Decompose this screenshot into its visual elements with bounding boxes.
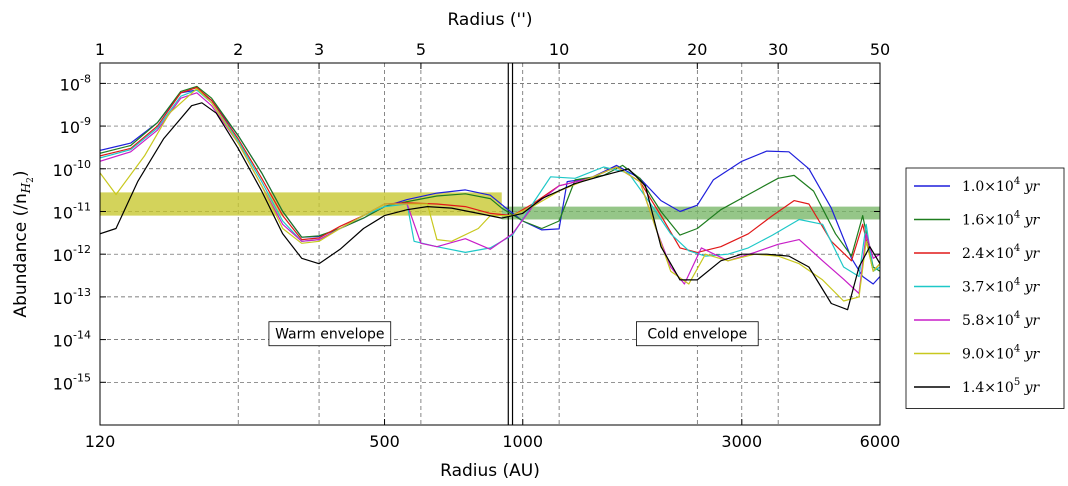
top-tick-label-2: 3 <box>314 40 324 59</box>
axis-ticks: 120 500 1000 3000 6000 1 2 3 5 10 20 30 50 10-8 10-9 10… <box>53 40 901 451</box>
annotation-text-0: Warm envelope <box>275 327 384 343</box>
legend-label-1: 1.6×104 yr <box>962 210 1041 229</box>
y-axis-title-sub: H <box>19 182 33 194</box>
y-axis-title-subsub: 2 <box>26 177 36 183</box>
plot-frame <box>99 62 881 426</box>
band-1 <box>501 206 880 220</box>
y-tick-label-3: 10-11 <box>53 200 91 222</box>
x-tick-label-3: 3000 <box>721 432 762 451</box>
series-line-1 <box>100 85 880 272</box>
legend-label-0: 1.0×104 yr <box>962 176 1041 195</box>
abundance-bands <box>100 192 880 220</box>
top-tick-label-0: 1 <box>95 40 105 59</box>
reference-lines <box>507 63 514 425</box>
top-tick-label-5: 20 <box>687 40 707 59</box>
annotation-box-1 <box>636 321 759 347</box>
top-tick-label-3: 5 <box>416 40 426 59</box>
series-line-3 <box>100 89 880 278</box>
x-tick-label-2: 1000 <box>502 432 543 451</box>
y-tick-label-2: 10-10 <box>53 158 91 180</box>
x-tick-label-4: 6000 <box>860 432 901 451</box>
y-tick-label-7: 10-15 <box>53 371 91 393</box>
y-tick-label-1: 10-9 <box>60 115 91 137</box>
y-axis-title: Abundance (/nH2) <box>11 170 36 317</box>
series-lines <box>100 85 880 311</box>
top-tick-label-7: 50 <box>870 40 890 59</box>
legend-label-6: 1.4×105 yr <box>962 377 1041 396</box>
top-tick-label-1: 2 <box>233 40 243 59</box>
y-tick-label-0: 10-8 <box>60 72 91 94</box>
x-axis-title: Radius (AU) <box>440 461 540 481</box>
legend-label-5: 9.0×104 yr <box>962 344 1041 363</box>
annotations: Warm envelope Cold envelope <box>268 321 759 347</box>
x-tick-label-1: 500 <box>369 432 400 451</box>
grid <box>100 63 880 425</box>
legend-label-4: 5.8×104 yr <box>962 310 1041 329</box>
y-axis-title-end: ) <box>11 170 31 177</box>
legend-box <box>905 167 1065 409</box>
x-tick-label-0: 120 <box>85 432 116 451</box>
y-axis-title-main: Abundance (/n <box>11 193 31 317</box>
top-axis-title: Radius ('') <box>447 10 532 30</box>
series-line-6 <box>100 102 880 311</box>
series-line-5 <box>100 88 880 302</box>
top-tick-label-4: 10 <box>549 40 569 59</box>
band-0 <box>100 192 502 216</box>
y-tick-label-5: 10-13 <box>53 286 91 308</box>
y-tick-label-4: 10-12 <box>53 243 91 265</box>
legend: 1.0×104 yr 1.6×104 yr 2.4×104 yr 3.7×104 yr… <box>905 167 1065 409</box>
legend-label-3: 3.7×104 yr <box>962 277 1041 296</box>
top-tick-label-6: 30 <box>768 40 788 59</box>
annotation-box-0 <box>268 321 392 347</box>
y-tick-label-6: 10-14 <box>53 329 91 351</box>
legend-label-2: 2.4×104 yr <box>962 243 1041 262</box>
annotation-text-1: Cold envelope <box>647 327 747 343</box>
